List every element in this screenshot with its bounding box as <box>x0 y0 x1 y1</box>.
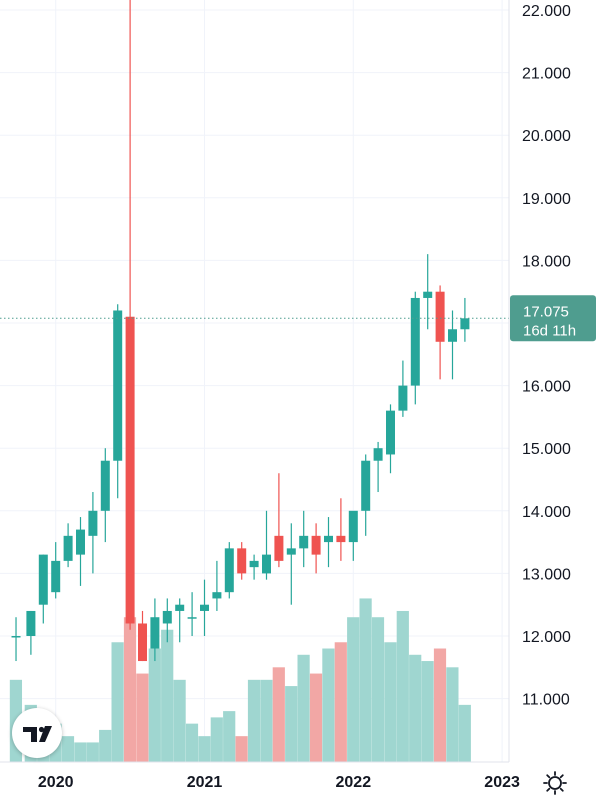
price-axis[interactable]: 22.00021.00020.00019.00018.00017.00016.0… <box>522 3 571 709</box>
volume-bar <box>198 736 211 762</box>
last-price-value: 17.075 <box>523 303 569 320</box>
volume-bar <box>247 679 261 762</box>
candle-body <box>100 460 110 511</box>
candle-body <box>373 448 383 461</box>
volume-bar <box>260 679 273 762</box>
time-axis-label: 2020 <box>38 774 74 791</box>
candle-body <box>435 291 445 342</box>
grid-lines <box>0 0 509 762</box>
volume-bar <box>99 729 112 762</box>
volume-bar <box>322 648 335 762</box>
price-axis-label: 11.000 <box>522 692 570 709</box>
volume-bar <box>409 654 422 762</box>
candle-body <box>460 318 470 330</box>
candle-body <box>324 535 333 543</box>
volume-bar <box>384 642 397 762</box>
candle-body <box>88 510 98 536</box>
volume-bar <box>285 686 298 762</box>
candle-body <box>51 560 61 593</box>
volume-bar <box>421 661 434 762</box>
settings-button[interactable] <box>540 768 570 798</box>
candle-body <box>187 617 197 619</box>
candle-body <box>138 623 147 662</box>
time-axis-label: 2022 <box>336 774 372 791</box>
volume-bar <box>309 673 323 762</box>
price-axis-label: 21.000 <box>522 66 571 83</box>
candle-body <box>63 535 73 561</box>
candle-body <box>448 329 457 342</box>
price-axis-label: 16.000 <box>522 379 571 396</box>
candle-body <box>175 604 185 611</box>
price-axis-label: 22.000 <box>522 3 571 20</box>
candle-body <box>249 560 259 568</box>
candle-body <box>299 535 309 549</box>
price-axis-label: 20.000 <box>522 128 571 145</box>
last-price-tag: 17.075 16d 11h <box>510 295 596 342</box>
time-axis-label: 2021 <box>187 774 223 791</box>
bar-countdown: 16d 11h <box>523 322 576 339</box>
candle-body <box>423 291 433 298</box>
volume-bar <box>235 736 248 762</box>
volume-bar <box>111 642 124 762</box>
volume-bar <box>173 679 186 762</box>
candle-body <box>162 610 172 624</box>
volume-bar <box>74 742 87 762</box>
volume-bars <box>9 598 471 762</box>
volume-bar <box>61 736 75 762</box>
candle-body <box>336 535 346 543</box>
candle-body <box>311 535 321 555</box>
volume-bar <box>458 704 471 762</box>
candle-body <box>286 548 296 555</box>
volume-bar <box>371 617 385 762</box>
candle-body <box>150 617 160 649</box>
time-axis-label: 2023 <box>484 774 520 791</box>
volume-bar <box>123 617 137 762</box>
volume-bar <box>446 667 459 762</box>
volume-bar <box>272 667 285 762</box>
volume-bar <box>136 673 149 762</box>
tradingview-logo[interactable] <box>12 708 62 758</box>
candle-body <box>262 554 271 574</box>
candle-body <box>125 316 135 624</box>
candle-body <box>26 610 36 636</box>
candle-body <box>274 535 284 561</box>
volume-bar <box>86 742 99 762</box>
gear-icon <box>543 771 567 795</box>
candle-body <box>200 604 209 611</box>
volume-bar <box>185 723 199 762</box>
candle-body <box>386 410 395 455</box>
candle-body <box>212 592 222 599</box>
price-axis-label: 13.000 <box>522 566 571 583</box>
tradingview-logo-icon <box>23 726 52 742</box>
volume-bar <box>433 648 447 762</box>
volume-bar <box>148 648 161 762</box>
candle-body <box>237 548 247 574</box>
price-tag-box <box>510 295 596 342</box>
price-axis-label: 19.000 <box>522 191 571 208</box>
candle-body <box>410 297 420 386</box>
volume-bar <box>396 610 409 762</box>
candle-body <box>398 385 408 411</box>
price-axis-label: 14.000 <box>522 504 571 521</box>
price-axis-label: 15.000 <box>522 441 571 458</box>
candle-body <box>361 460 371 511</box>
price-candles <box>11 0 470 662</box>
price-axis-label: 12.000 <box>522 629 571 646</box>
candle-body <box>224 548 234 593</box>
candle-body <box>11 636 21 638</box>
candle-body <box>38 554 48 605</box>
price-axis-label: 18.000 <box>522 253 571 270</box>
volume-bar <box>359 598 372 762</box>
volume-bar <box>297 654 310 762</box>
volume-bar <box>210 717 223 762</box>
candle-body <box>348 510 358 543</box>
candle-body <box>113 310 123 461</box>
volume-bar <box>334 642 347 762</box>
time-axis[interactable]: 2020 2021 2022 2023 <box>38 774 520 791</box>
volume-bar <box>347 617 360 762</box>
candle-body <box>76 529 85 555</box>
volume-bar <box>161 629 174 762</box>
volume-bar <box>223 711 236 762</box>
